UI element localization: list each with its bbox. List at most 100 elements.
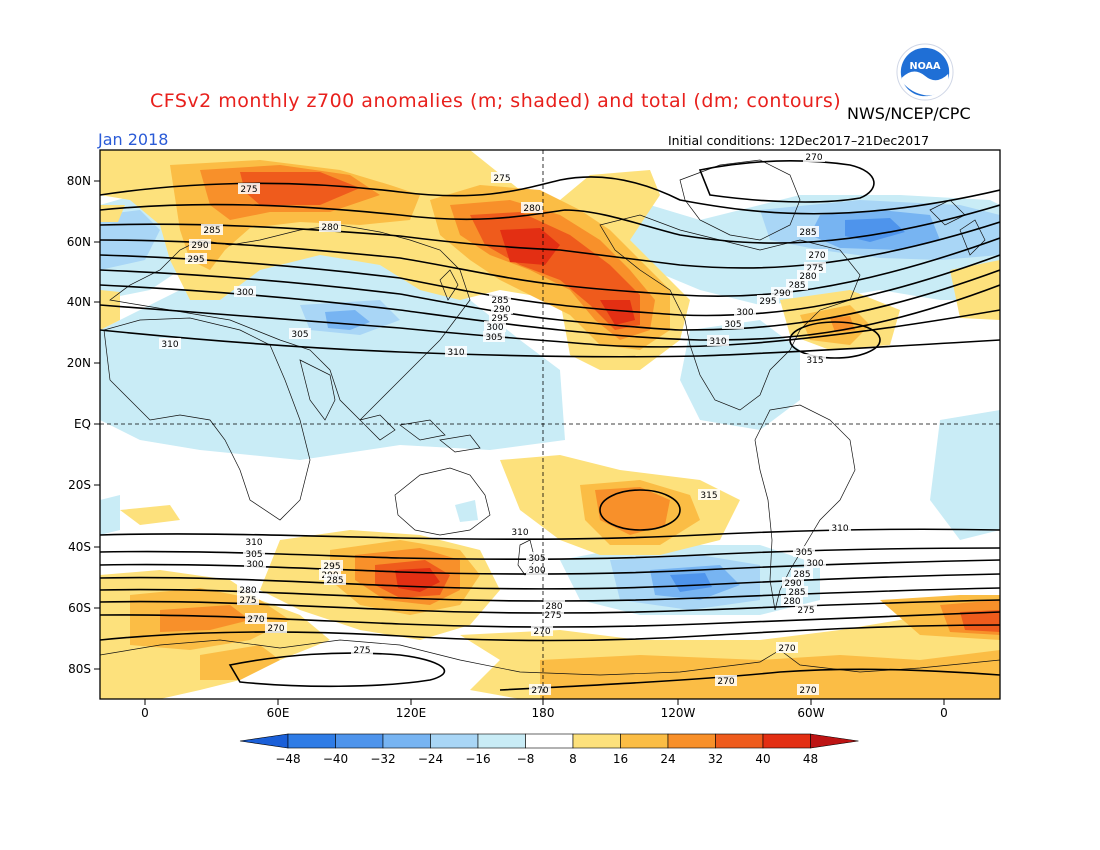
contour-label: 275 — [353, 646, 370, 656]
contour-label: 280 — [523, 204, 540, 214]
contour-label: 275 — [806, 264, 823, 274]
colorbar-label: 48 — [803, 752, 818, 766]
agency-label: NWS/NCEP/CPC — [847, 104, 971, 123]
colorbar-label: 40 — [755, 752, 770, 766]
contour-label: 285 — [799, 228, 816, 238]
contour-label: 290 — [773, 289, 790, 299]
lon-label: 180 — [532, 706, 555, 720]
contour-label: 270 — [267, 624, 284, 634]
contour-label: 305 — [485, 333, 502, 343]
lat-label: 20S — [68, 478, 91, 492]
lat-label: 40S — [68, 540, 91, 554]
colorbar-label: −40 — [323, 752, 348, 766]
contour-label: 270 — [808, 251, 825, 261]
lon-label: 120W — [661, 706, 696, 720]
lon-label: 60E — [267, 706, 290, 720]
colorbar-label: −24 — [418, 752, 443, 766]
contour-label: 310 — [709, 337, 726, 347]
lon-axis: 0 60E 120E 180 120W 60W 0 — [141, 699, 948, 720]
contour-label: 295 — [187, 255, 204, 265]
colorbar-swatch — [667, 733, 716, 749]
lat-label: 20N — [67, 356, 91, 370]
lat-axis: 80N 60N 40N 20N EQ 20S 40S 60S 80S — [67, 174, 100, 676]
contour-label: 310 — [245, 538, 262, 548]
contour-label: 280 — [799, 272, 816, 282]
contour-label: 275 — [493, 174, 510, 184]
contour-label: 280 — [239, 586, 256, 596]
contour-label: 285 — [326, 576, 343, 586]
colorbar-label: 32 — [708, 752, 723, 766]
colorbar-swatch — [525, 733, 574, 749]
lon-label: 0 — [940, 706, 948, 720]
colorbar-swatch — [430, 733, 479, 749]
contour-label: 310 — [447, 348, 464, 358]
colorbar-swatch — [382, 733, 431, 749]
colorbar-label: −16 — [465, 752, 490, 766]
contour-label: 300 — [806, 559, 823, 569]
lat-label: 40N — [67, 295, 91, 309]
colorbar-swatch — [572, 733, 621, 749]
contour-label: 280 — [321, 223, 338, 233]
colorbar-swatch — [620, 733, 669, 749]
contour-label: 285 — [491, 296, 508, 306]
contour-label: 295 — [759, 297, 776, 307]
lat-label: EQ — [74, 417, 91, 431]
colorbar-swatch — [762, 733, 811, 749]
contour-label: 300 — [236, 288, 253, 298]
contour-label: 290 — [784, 579, 801, 589]
contour-label: 280 — [783, 597, 800, 607]
colorbar-label: 8 — [569, 752, 577, 766]
contour-label: 300 — [736, 308, 753, 318]
contour-label: 285 — [203, 226, 220, 236]
lon-label: 120E — [396, 706, 427, 720]
contour-label: 305 — [245, 550, 262, 560]
lat-label: 60N — [67, 235, 91, 249]
colorbar-swatch — [287, 733, 336, 749]
contour-label: 305 — [795, 548, 812, 558]
contour-label: 275 — [797, 606, 814, 616]
contour-label: 315 — [806, 356, 823, 366]
contour-label: 280 — [545, 602, 562, 612]
contour-label: 285 — [793, 570, 810, 580]
contour-label: 270 — [247, 615, 264, 625]
contour-label: 300 — [528, 566, 545, 576]
lon-label: 60W — [797, 706, 824, 720]
contour-label: 275 — [240, 185, 257, 195]
contour-label: 295 — [491, 314, 508, 324]
colorbar-label: 16 — [613, 752, 628, 766]
initial-conditions-label: Initial conditions: 12Dec2017–21Dec2017 — [668, 133, 930, 148]
contour-label: 275 — [544, 611, 561, 621]
contour-label: 295 — [323, 562, 340, 572]
colorbar-swatch — [477, 733, 526, 749]
contour-label: 285 — [788, 281, 805, 291]
contour-label: 310 — [511, 528, 528, 538]
colorbar-swatch — [335, 733, 384, 749]
colorbar-label: −48 — [275, 752, 300, 766]
lon-label: 0 — [141, 706, 149, 720]
logo-text: NOAA — [910, 61, 942, 72]
colorbar-arrow-high — [810, 733, 859, 749]
lat-label: 80N — [67, 174, 91, 188]
contour-label: 270 — [799, 686, 816, 696]
forecast-month: Jan 2018 — [98, 130, 169, 149]
contour-label: 305 — [724, 320, 741, 330]
colorbar: −48 −40 −32 −24 −16 −8 8 16 24 32 40 48 — [239, 733, 859, 766]
contour-label: 305 — [528, 554, 545, 564]
contour-label: 305 — [291, 330, 308, 340]
contour-label: 275 — [239, 596, 256, 606]
lat-label: 80S — [68, 662, 91, 676]
contour-label: 290 — [191, 241, 208, 251]
colorbar-label: −32 — [370, 752, 395, 766]
contour-label: 300 — [486, 323, 503, 333]
contour-label: 270 — [717, 677, 734, 687]
colorbar-label: −8 — [517, 752, 535, 766]
contour-label: 270 — [805, 153, 822, 163]
contour-label: 285 — [788, 588, 805, 598]
contour-label: 300 — [246, 560, 263, 570]
colorbar-arrow-low — [239, 733, 289, 749]
colorbar-swatch — [715, 733, 764, 749]
noaa-logo-icon: NOAA — [896, 43, 954, 101]
